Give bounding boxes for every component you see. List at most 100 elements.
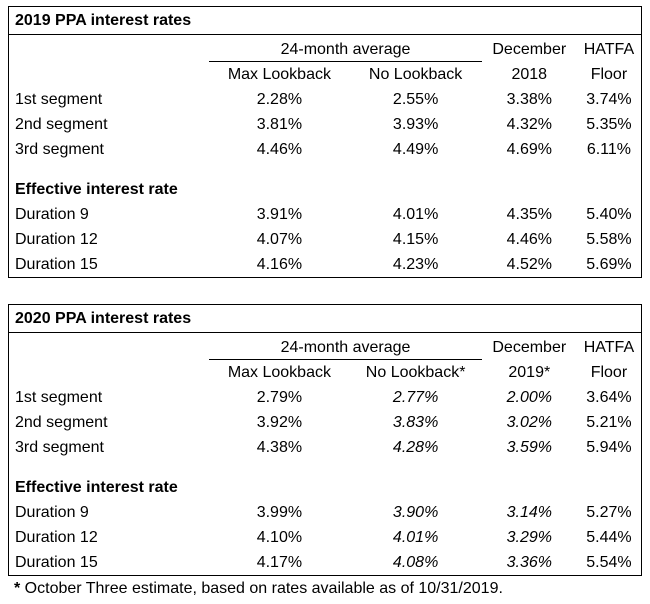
cell-max-lookback: 2.28% bbox=[256, 91, 303, 108]
col-header-december-year: 2019* bbox=[508, 363, 551, 381]
cell-max-lookback: 4.38% bbox=[256, 439, 303, 456]
cell-hatfa: 5.40% bbox=[586, 206, 632, 223]
group-header-24-month-average: 24-month average bbox=[209, 35, 482, 62]
footnote: * October Three estimate, based on rates… bbox=[8, 579, 642, 599]
row-label: Duration 15 bbox=[15, 256, 98, 273]
header-row-sub: Max Lookback No Lookback 2018 Floor bbox=[9, 62, 641, 88]
section-label: Effective interest rate bbox=[15, 479, 178, 496]
cell-december: 3.59% bbox=[506, 439, 552, 456]
header-row-group: 24-month average December HATFA bbox=[9, 333, 641, 360]
cell-no-lookback: 4.15% bbox=[392, 231, 439, 248]
row-label: 2nd segment bbox=[15, 414, 108, 431]
col-header-december-year: 2018 bbox=[511, 65, 548, 83]
cell-max-lookback: 4.17% bbox=[256, 554, 303, 571]
header-row-group: 24-month average December HATFA bbox=[9, 35, 641, 62]
col-header-hatfa: HATFA bbox=[583, 339, 635, 357]
table-row-duration-9: Duration 9 3.91% 4.01% 4.35% 5.40% bbox=[9, 202, 641, 227]
cell-december: 3.36% bbox=[506, 554, 552, 571]
cell-no-lookback: 3.83% bbox=[392, 414, 439, 431]
empty-cell bbox=[9, 35, 209, 62]
cell-hatfa: 5.27% bbox=[586, 504, 632, 521]
cell-no-lookback: 3.93% bbox=[392, 116, 439, 133]
section-row-effective-interest-rate: Effective interest rate bbox=[9, 177, 641, 202]
col-header-hatfa: HATFA bbox=[583, 41, 635, 59]
cell-hatfa: 5.69% bbox=[586, 256, 632, 273]
row-label: Duration 12 bbox=[15, 529, 98, 546]
cell-hatfa: 5.58% bbox=[586, 231, 632, 248]
rates-table-2019: 24-month average December HATFA Max Look… bbox=[9, 35, 641, 277]
col-header-december: December bbox=[492, 339, 567, 357]
cell-december: 4.52% bbox=[506, 256, 552, 273]
group-header-24-month-average: 24-month average bbox=[209, 333, 482, 360]
cell-hatfa: 5.54% bbox=[586, 554, 632, 571]
cell-december: 3.02% bbox=[506, 414, 552, 431]
cell-december: 4.69% bbox=[506, 141, 552, 158]
col-header-hatfa-floor: Floor bbox=[590, 65, 628, 83]
table-row-2nd-segment: 2nd segment 3.92% 3.83% 3.02% 5.21% bbox=[9, 410, 641, 435]
table-row-duration-12: Duration 12 4.10% 4.01% 3.29% 5.44% bbox=[9, 525, 641, 550]
cell-no-lookback: 4.01% bbox=[392, 206, 439, 223]
row-label: Duration 9 bbox=[15, 504, 89, 521]
table-row-3rd-segment: 3rd segment 4.46% 4.49% 4.69% 6.11% bbox=[9, 137, 641, 162]
row-label: Duration 9 bbox=[15, 206, 89, 223]
table-row-duration-15: Duration 15 4.16% 4.23% 4.52% 5.69% bbox=[9, 252, 641, 277]
col-header-no-lookback: No Lookback* bbox=[365, 364, 466, 381]
col-header-max-lookback: Max Lookback bbox=[227, 364, 331, 381]
cell-december: 4.46% bbox=[506, 231, 552, 248]
table-row-1st-segment: 1st segment 2.28% 2.55% 3.38% 3.74% bbox=[9, 87, 641, 112]
row-label: Duration 15 bbox=[15, 554, 98, 571]
cell-december: 4.35% bbox=[506, 206, 552, 223]
col-header-no-lookback: No Lookback bbox=[368, 66, 463, 83]
col-header-december: December bbox=[492, 41, 567, 59]
cell-no-lookback: 4.01% bbox=[392, 529, 439, 546]
cell-no-lookback: 4.28% bbox=[392, 439, 439, 456]
row-label: 1st segment bbox=[15, 389, 103, 406]
empty-cell bbox=[9, 360, 209, 386]
footnote-text: October Three estimate, based on rates a… bbox=[20, 580, 503, 597]
col-header-hatfa-floor: Floor bbox=[590, 363, 628, 381]
section-row-effective-interest-rate: Effective interest rate bbox=[9, 475, 641, 500]
cell-max-lookback: 3.81% bbox=[256, 116, 303, 133]
table-row-duration-9: Duration 9 3.99% 3.90% 3.14% 5.27% bbox=[9, 500, 641, 525]
cell-december: 2.00% bbox=[506, 389, 552, 406]
cell-hatfa: 3.64% bbox=[586, 389, 632, 406]
rates-table-2020: 24-month average December HATFA Max Look… bbox=[9, 333, 641, 575]
table-row-1st-segment: 1st segment 2.79% 2.77% 2.00% 3.64% bbox=[9, 385, 641, 410]
cell-max-lookback: 3.99% bbox=[256, 504, 303, 521]
cell-max-lookback: 3.92% bbox=[256, 414, 303, 431]
cell-no-lookback: 4.08% bbox=[392, 554, 439, 571]
row-label: 2nd segment bbox=[15, 116, 108, 133]
footnote-marker: * bbox=[14, 580, 21, 597]
cell-hatfa: 5.94% bbox=[586, 439, 632, 456]
cell-december: 3.14% bbox=[506, 504, 552, 521]
ppa-table-2020: 2020 PPA interest rates 24-month average… bbox=[8, 304, 642, 576]
cell-december: 3.29% bbox=[506, 529, 552, 546]
cell-december: 3.38% bbox=[506, 91, 552, 108]
cell-no-lookback: 2.77% bbox=[392, 389, 439, 406]
cell-no-lookback: 4.23% bbox=[392, 256, 439, 273]
cell-hatfa: 5.44% bbox=[586, 529, 632, 546]
empty-cell bbox=[9, 333, 209, 360]
row-label: Duration 12 bbox=[15, 231, 98, 248]
cell-hatfa: 6.11% bbox=[586, 141, 632, 158]
cell-hatfa: 3.74% bbox=[586, 91, 632, 108]
row-label: 1st segment bbox=[15, 91, 103, 108]
cell-max-lookback: 4.46% bbox=[256, 141, 303, 158]
table-row-2nd-segment: 2nd segment 3.81% 3.93% 4.32% 5.35% bbox=[9, 112, 641, 137]
cell-max-lookback: 4.16% bbox=[256, 256, 303, 273]
row-label: 3rd segment bbox=[15, 439, 104, 456]
cell-max-lookback: 4.07% bbox=[256, 231, 303, 248]
cell-hatfa: 5.21% bbox=[586, 414, 632, 431]
cell-no-lookback: 4.49% bbox=[392, 141, 439, 158]
cell-december: 4.32% bbox=[506, 116, 552, 133]
ppa-table-2019: 2019 PPA interest rates 24-month average… bbox=[8, 6, 642, 278]
table-title-2020: 2020 PPA interest rates bbox=[9, 305, 641, 333]
cell-max-lookback: 3.91% bbox=[256, 206, 303, 223]
spacer-row bbox=[9, 460, 641, 475]
table-row-duration-12: Duration 12 4.07% 4.15% 4.46% 5.58% bbox=[9, 227, 641, 252]
cell-hatfa: 5.35% bbox=[586, 116, 632, 133]
cell-no-lookback: 2.55% bbox=[392, 91, 439, 108]
row-label: 3rd segment bbox=[15, 141, 104, 158]
header-row-sub: Max Lookback No Lookback* 2019* Floor bbox=[9, 360, 641, 386]
